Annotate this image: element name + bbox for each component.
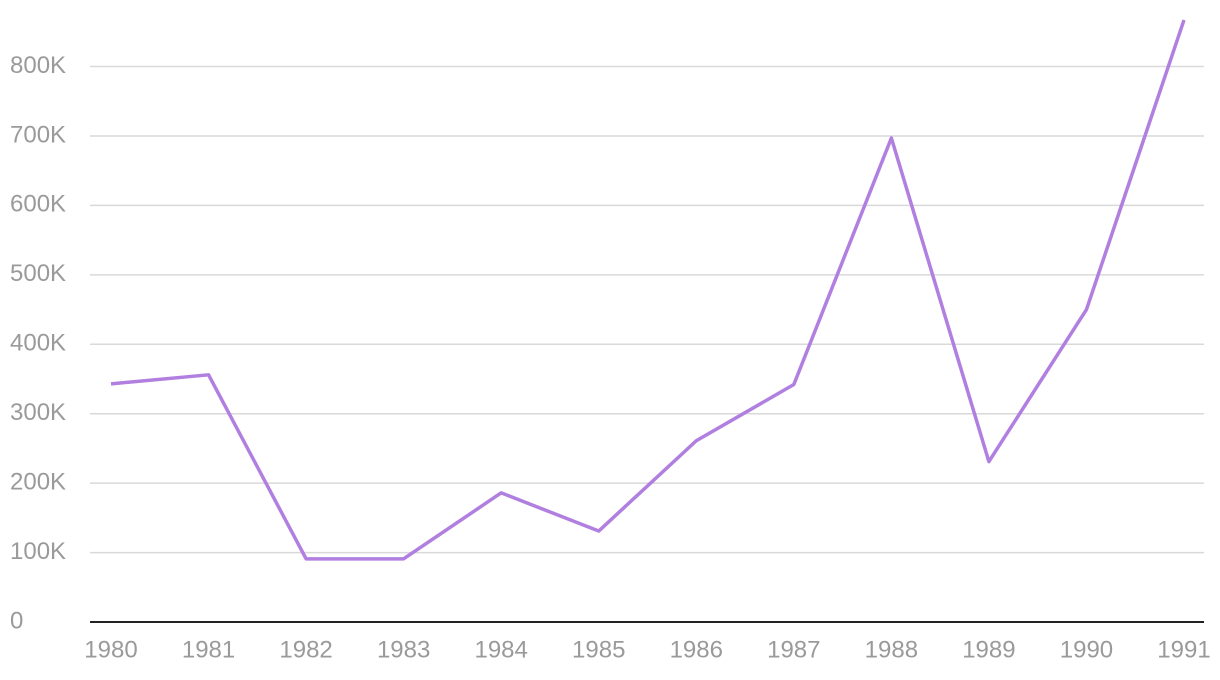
x-tick-label: 1984 bbox=[474, 636, 527, 663]
y-tick-label: 0 bbox=[10, 607, 23, 634]
x-tick-label: 1983 bbox=[377, 636, 430, 663]
x-tick-label: 1980 bbox=[84, 636, 137, 663]
x-tick-label: 1991 bbox=[1157, 636, 1210, 663]
x-tick-label: 1985 bbox=[572, 636, 625, 663]
x-tick-label: 1990 bbox=[1060, 636, 1113, 663]
y-tick-label: 300K bbox=[10, 399, 66, 426]
y-tick-label: 200K bbox=[10, 468, 66, 495]
y-tick-label: 400K bbox=[10, 330, 66, 357]
x-tick-label: 1981 bbox=[182, 636, 235, 663]
x-tick-label: 1982 bbox=[279, 636, 332, 663]
y-tick-label: 700K bbox=[10, 121, 66, 148]
y-tick-label: 800K bbox=[10, 52, 66, 79]
x-tick-label: 1989 bbox=[962, 636, 1015, 663]
x-tick-label: 1988 bbox=[865, 636, 918, 663]
y-tick-label: 500K bbox=[10, 260, 66, 287]
y-tick-label: 600K bbox=[10, 191, 66, 218]
x-tick-label: 1987 bbox=[767, 636, 820, 663]
line-series bbox=[110, 19, 1186, 561]
x-tick-label: 1986 bbox=[670, 636, 723, 663]
y-tick-label: 100K bbox=[10, 538, 66, 565]
